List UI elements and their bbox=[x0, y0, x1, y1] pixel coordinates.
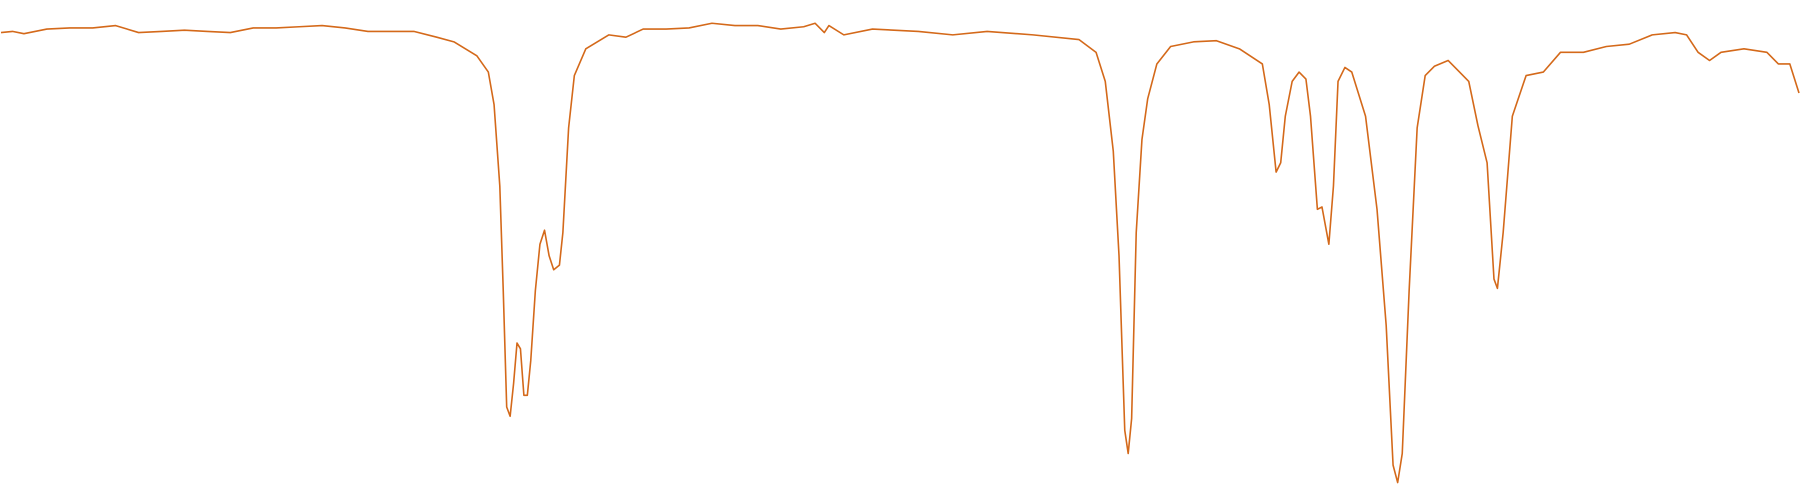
spectrum-line bbox=[0, 22, 1800, 484]
